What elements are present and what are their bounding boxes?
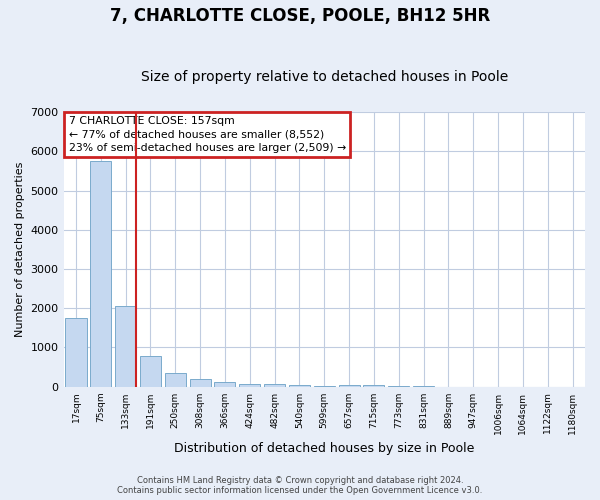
Bar	[239, 384, 260, 386]
Bar	[289, 384, 310, 386]
Bar	[338, 384, 359, 386]
Bar	[264, 384, 285, 386]
Bar	[190, 379, 211, 386]
Bar	[115, 306, 136, 386]
Text: Contains HM Land Registry data © Crown copyright and database right 2024.
Contai: Contains HM Land Registry data © Crown c…	[118, 476, 482, 495]
X-axis label: Distribution of detached houses by size in Poole: Distribution of detached houses by size …	[174, 442, 475, 455]
Bar	[214, 382, 235, 386]
Bar	[140, 356, 161, 386]
Bar	[364, 384, 385, 386]
Bar	[65, 318, 86, 386]
Title: Size of property relative to detached houses in Poole: Size of property relative to detached ho…	[140, 70, 508, 85]
Bar	[165, 374, 186, 386]
Y-axis label: Number of detached properties: Number of detached properties	[15, 162, 25, 337]
Text: 7 CHARLOTTE CLOSE: 157sqm
← 77% of detached houses are smaller (8,552)
23% of se: 7 CHARLOTTE CLOSE: 157sqm ← 77% of detac…	[69, 116, 346, 152]
Text: 7, CHARLOTTE CLOSE, POOLE, BH12 5HR: 7, CHARLOTTE CLOSE, POOLE, BH12 5HR	[110, 8, 490, 26]
Bar	[90, 161, 112, 386]
